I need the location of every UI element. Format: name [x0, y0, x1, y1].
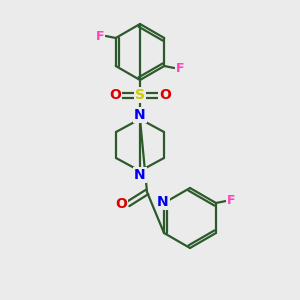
Text: F: F [95, 29, 104, 43]
Text: F: F [176, 61, 184, 74]
Text: O: O [115, 197, 127, 211]
Text: N: N [134, 108, 146, 122]
Text: S: S [135, 88, 145, 102]
Text: N: N [134, 168, 146, 182]
Text: F: F [227, 194, 235, 208]
Text: O: O [159, 88, 171, 102]
Text: N: N [157, 195, 169, 209]
Text: O: O [109, 88, 121, 102]
